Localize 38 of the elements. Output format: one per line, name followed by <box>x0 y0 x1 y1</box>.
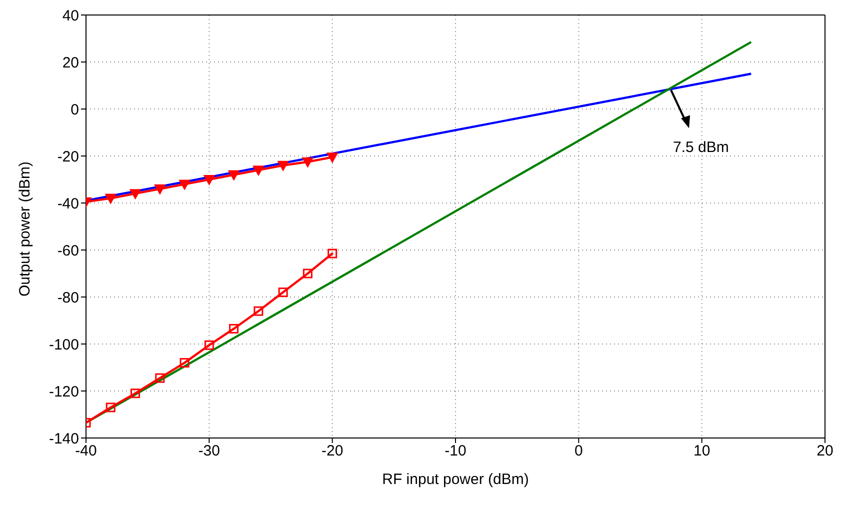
point <box>328 248 338 258</box>
y-tick-label: -100 <box>48 336 79 354</box>
x-tick-label: -10 <box>444 442 466 460</box>
point <box>106 402 116 412</box>
annotation: 7.5 dBm <box>673 139 729 156</box>
point <box>155 373 165 383</box>
y-tick-label: -60 <box>57 242 79 260</box>
point <box>326 152 338 163</box>
y-tick-label: -120 <box>48 383 79 400</box>
point <box>154 184 166 194</box>
point <box>204 175 215 185</box>
point <box>254 306 264 316</box>
x-tick-label: -30 <box>198 442 220 460</box>
point <box>278 160 289 171</box>
y-tick-label: 20 <box>62 54 79 72</box>
x-tick-label: 20 <box>816 442 834 460</box>
x-tick-label: 10 <box>693 442 710 460</box>
point <box>252 166 264 176</box>
y-tick-label: 0 <box>70 101 79 118</box>
point <box>229 324 239 334</box>
point <box>105 194 116 204</box>
point <box>204 340 214 350</box>
y-axis-title: Output power (dBm) <box>16 161 34 296</box>
y-tick-label: -40 <box>57 195 79 212</box>
y-tick-label: -20 <box>57 148 79 166</box>
point <box>228 170 240 180</box>
point <box>302 157 314 168</box>
x-axis-title: RF input power (dBm) <box>382 471 529 488</box>
point <box>180 358 190 368</box>
point <box>130 189 141 200</box>
point <box>302 268 312 278</box>
point <box>179 180 190 190</box>
point <box>278 288 288 298</box>
x-tick-label: -20 <box>321 442 344 460</box>
point <box>130 388 140 398</box>
y-tick-label: 40 <box>62 7 79 24</box>
y-tick-label: -80 <box>57 289 79 306</box>
x-tick-label: 0 <box>574 442 583 460</box>
